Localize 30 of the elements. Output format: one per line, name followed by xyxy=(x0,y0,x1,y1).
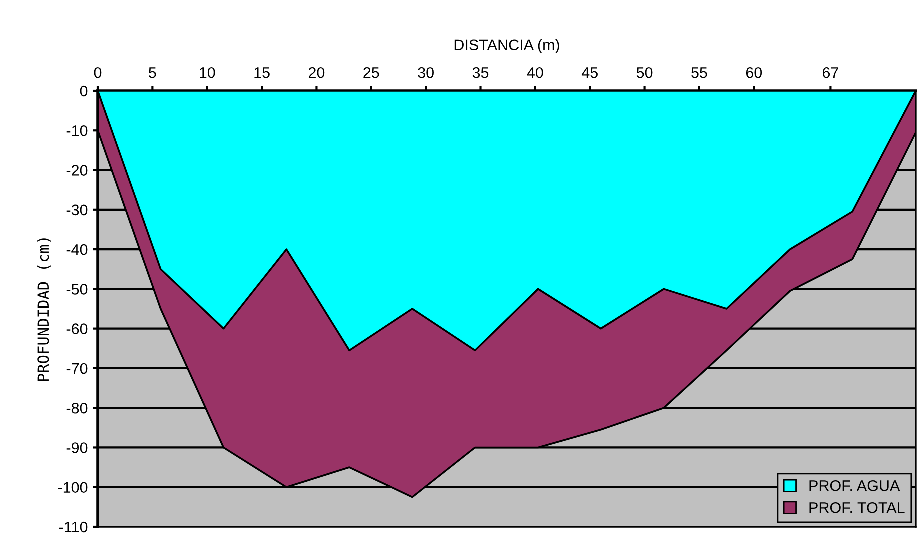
legend-label: PROF. AGUA xyxy=(810,480,900,492)
y-tick-label: -60 xyxy=(66,324,88,335)
x-tick-label: 50 xyxy=(636,67,653,78)
y-tick-label: -50 xyxy=(66,284,88,295)
x-tick-label: 5 xyxy=(149,68,156,78)
y-tick-label: 0 xyxy=(80,86,88,97)
y-tick-label: -80 xyxy=(66,402,88,414)
x-axis-title: DISTANCIA (m) xyxy=(454,39,560,54)
y-tick-label: -100 xyxy=(58,482,88,494)
y-tick-label: -90 xyxy=(66,442,88,454)
x-tick-label: 10 xyxy=(200,67,216,78)
x-tick-label: 35 xyxy=(472,67,489,78)
x-tick-label: 20 xyxy=(308,67,325,78)
legend-label: PROF. TOTAL xyxy=(810,502,905,514)
x-tick-label: 67 xyxy=(822,67,838,78)
x-tick-label: 25 xyxy=(364,67,380,78)
x-tick-label: 15 xyxy=(254,68,270,78)
x-tick-label: 0 xyxy=(94,67,102,78)
x-tick-label: 60 xyxy=(746,67,762,78)
y-tick-label: -10 xyxy=(66,126,88,136)
y-tick-label: -70 xyxy=(66,363,88,374)
x-tick-label: 40 xyxy=(527,67,544,78)
y-tick-label: -110 xyxy=(60,522,88,533)
x-tick-label: 45 xyxy=(582,68,598,78)
x-tick-label: 55 xyxy=(692,68,708,78)
y-tick-label: -20 xyxy=(66,165,88,176)
y-axis-title: PROFUNDIDAD (cm) xyxy=(37,238,51,382)
y-tick-label: -40 xyxy=(66,244,88,256)
x-tick-label: 30 xyxy=(418,67,434,78)
y-tick-label: -30 xyxy=(66,204,88,216)
